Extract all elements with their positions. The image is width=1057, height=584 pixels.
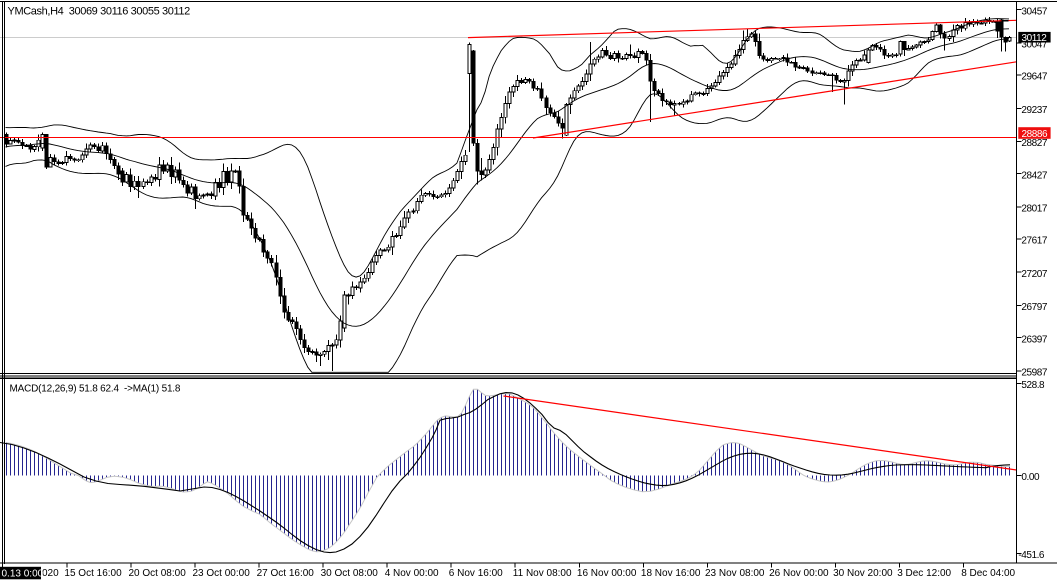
svg-text:27 Oct 16:00: 27 Oct 16:00	[257, 568, 315, 579]
svg-text:0.13 0:00: 0.13 0:00	[2, 568, 44, 579]
svg-text:020: 020	[42, 568, 59, 579]
svg-text:29647: 29647	[1021, 72, 1047, 83]
svg-text:-451.6: -451.6	[1018, 550, 1045, 561]
svg-text:26797: 26797	[1021, 302, 1047, 313]
svg-text:528.8: 528.8	[1021, 380, 1045, 391]
svg-text:28427: 28427	[1021, 170, 1047, 181]
svg-text:28017: 28017	[1021, 203, 1047, 214]
svg-text:29237: 29237	[1021, 105, 1047, 116]
svg-text:YMCash,H4 30069 30116 30055 3: YMCash,H4 30069 30116 30055 30112	[8, 6, 191, 18]
svg-text:25987: 25987	[1021, 367, 1047, 378]
svg-text:30457: 30457	[1021, 6, 1047, 17]
svg-text:26397: 26397	[1021, 334, 1047, 345]
svg-text:6 Nov 16:00: 6 Nov 16:00	[449, 568, 503, 579]
svg-text:30112: 30112	[1022, 33, 1048, 44]
svg-text:11 Nov 08:00: 11 Nov 08:00	[513, 568, 572, 579]
svg-text:15 Oct 16:00: 15 Oct 16:00	[64, 568, 122, 579]
svg-text:30047: 30047	[1021, 39, 1047, 50]
svg-text:30 Nov 20:00: 30 Nov 20:00	[833, 568, 893, 579]
svg-text:30 Oct 08:00: 30 Oct 08:00	[321, 568, 379, 579]
svg-text:28827: 28827	[1021, 138, 1047, 149]
svg-text:MACD(12,26,9) 51.8 62.4 ->MA(: MACD(12,26,9) 51.8 62.4 ->MA(1) 51.8	[10, 384, 181, 395]
svg-text:28886: 28886	[1022, 129, 1048, 140]
svg-text:20 Oct 08:00: 20 Oct 08:00	[129, 568, 187, 579]
svg-text:26 Nov 00:00: 26 Nov 00:00	[769, 568, 829, 579]
svg-text:4 Nov 00:00: 4 Nov 00:00	[385, 568, 439, 579]
svg-text:23 Nov 08:00: 23 Nov 08:00	[705, 568, 765, 579]
svg-text:18 Nov 16:00: 18 Nov 16:00	[641, 568, 701, 579]
svg-text:8 Dec 04:00: 8 Dec 04:00	[961, 568, 1015, 579]
svg-text:16 Nov 00:00: 16 Nov 00:00	[577, 568, 637, 579]
svg-text:23 Oct 00:00: 23 Oct 00:00	[193, 568, 251, 579]
svg-text:3 Dec 12:00: 3 Dec 12:00	[897, 568, 951, 579]
svg-text:0.00: 0.00	[1021, 472, 1040, 483]
svg-text:27207: 27207	[1021, 269, 1047, 280]
svg-text:27617: 27617	[1021, 236, 1047, 247]
